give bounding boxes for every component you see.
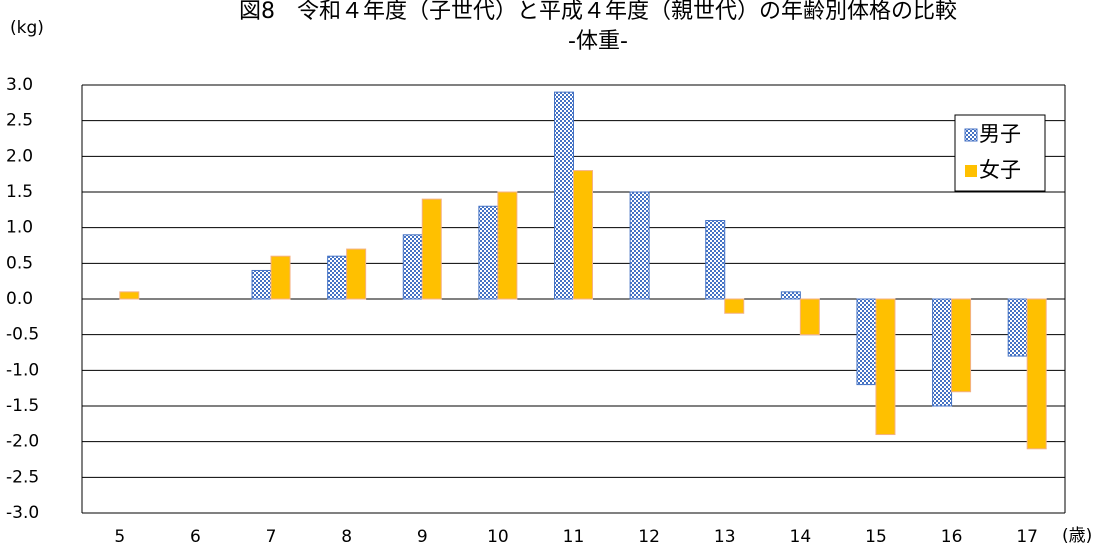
y-tick-label: -2.0 (6, 432, 39, 452)
bar (554, 91, 574, 300)
x-tick-label: 9 (417, 527, 428, 547)
bar (497, 191, 518, 300)
bar (327, 255, 348, 300)
x-tick-label: 10 (487, 527, 509, 547)
legend-swatch (964, 128, 978, 142)
bar (856, 298, 877, 386)
y-tick-label: -3.0 (6, 503, 39, 523)
bar (402, 234, 423, 300)
y-tick-label: -1.5 (6, 396, 39, 416)
y-tick-label: 0.5 (6, 253, 33, 273)
bar (799, 298, 820, 336)
x-tick-label: 8 (341, 527, 352, 547)
x-tick-label: 11 (563, 527, 585, 547)
bar (478, 205, 499, 300)
x-tick-label: 14 (790, 527, 812, 547)
y-tick-label: 2.5 (6, 111, 33, 131)
bar (724, 298, 745, 314)
x-axis-label: (歳) (1062, 526, 1092, 546)
legend-box (954, 114, 1046, 192)
x-tick-label: 6 (190, 527, 201, 547)
bar (780, 291, 801, 300)
x-tick-label: 7 (266, 527, 277, 547)
y-tick-label: -0.5 (6, 325, 39, 345)
bar (346, 248, 367, 300)
bar (1007, 298, 1028, 357)
bar (1026, 298, 1047, 450)
y-tick-label: -2.5 (6, 467, 39, 487)
x-tick-label: 16 (941, 527, 963, 547)
bar (270, 255, 291, 300)
bar (573, 170, 593, 300)
bar (932, 298, 953, 407)
legend-swatch (965, 165, 977, 177)
x-tick-label: 5 (114, 527, 125, 547)
chart-title: 図8 令和４年度（子世代）と平成４年度（親世代）の年齢別体格の比較 (239, 0, 957, 24)
bar (629, 191, 650, 300)
x-tick-label: 13 (714, 527, 736, 547)
x-tick-label: 15 (865, 527, 887, 547)
y-tick-label: 3.0 (6, 75, 33, 95)
bar (421, 198, 442, 300)
legend-label: 女子 (979, 158, 1021, 182)
x-tick-label: 17 (1016, 527, 1038, 547)
chart-subtitle: -体重- (568, 29, 628, 54)
bar (951, 298, 972, 393)
bar (875, 298, 896, 436)
y-tick-label: -1.0 (6, 360, 39, 380)
bar (705, 220, 726, 300)
bar (251, 269, 272, 300)
y-tick-label: 0.0 (6, 289, 33, 309)
y-axis-label: (kg) (10, 18, 44, 38)
x-tick-label: 12 (638, 527, 660, 547)
y-tick-label: 1.0 (6, 218, 33, 238)
legend-label: 男子 (979, 122, 1021, 146)
y-tick-label: 2.0 (6, 146, 33, 166)
bar (119, 291, 140, 300)
y-tick-label: 1.5 (6, 182, 33, 202)
